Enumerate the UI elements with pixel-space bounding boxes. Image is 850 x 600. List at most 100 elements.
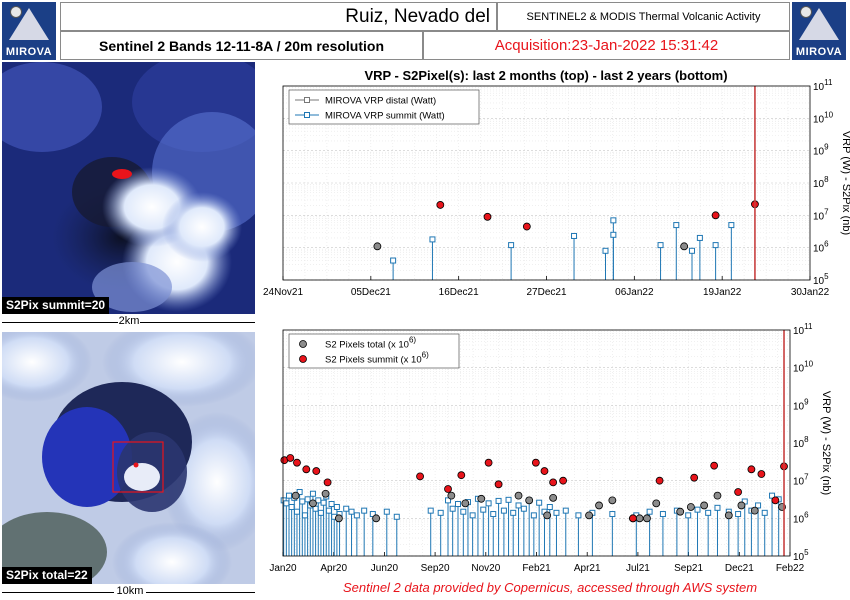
vrp-square-marker	[348, 508, 355, 515]
summit-pixel-marker	[286, 454, 295, 462]
total-pixel-marker	[676, 507, 685, 516]
total-pixel-marker	[477, 494, 486, 503]
vrp-square-marker	[673, 222, 680, 229]
vrp-square-marker	[515, 502, 522, 509]
total-pixel-marker	[686, 503, 695, 511]
vrp-square-marker	[530, 512, 537, 519]
summit-image-render	[2, 62, 255, 314]
summit-pixel-marker	[540, 467, 549, 475]
vrp-square-marker	[383, 508, 390, 515]
total-pixel-marker	[373, 242, 382, 251]
vrp-square-marker	[712, 242, 719, 249]
plume-dot-icon	[800, 6, 812, 18]
total-pixel-marker	[549, 493, 558, 502]
summit-pixel-marker	[293, 458, 301, 467]
total-pixel-marker	[334, 514, 343, 523]
satellite-image-summit: S2Pix summit=20	[2, 62, 255, 314]
vrp-square-marker	[610, 217, 617, 224]
summit-pixel-marker	[494, 480, 503, 489]
scale-bar-line	[140, 322, 255, 323]
vrp-square-marker	[694, 506, 701, 513]
summit-pixel-marker	[549, 478, 558, 487]
vrp-square-marker	[689, 247, 696, 254]
bottom-plot: 105 106 107 108 109 1010 1011 Jan20 Apr20 Jun20 Se…	[269, 322, 832, 574]
total-pixel-marker	[447, 491, 456, 500]
summit-pixel-marker	[711, 211, 720, 220]
vrp-square-marker	[427, 507, 434, 514]
y-tick-label: 108	[793, 435, 809, 450]
y-tick-label: 106	[793, 510, 809, 525]
vrp-square-marker	[609, 511, 616, 518]
y-tick-label: 1010	[813, 110, 834, 125]
vrp-square-marker	[353, 512, 360, 519]
vrp-square-marker	[728, 222, 735, 229]
x-tick-label: 05Dec21	[351, 287, 391, 298]
summit-pixel-marker	[522, 222, 531, 231]
x-tick-label: Feb21	[522, 563, 551, 574]
total-pixel-marker	[543, 511, 552, 520]
vrp-square-marker	[320, 499, 327, 506]
vrp-square-marker	[508, 242, 515, 249]
vrp-square-marker	[685, 512, 692, 519]
x-tick-label: Dec21	[725, 563, 754, 574]
activity-title: SENTINEL2 & MODIS Thermal Volcanic Activ…	[526, 10, 761, 23]
volcano-name-box: Ruiz, Nevado del	[60, 2, 497, 31]
total-pixel-marker	[713, 491, 722, 500]
y-tick-label: 108	[813, 175, 829, 190]
summit-pixel-marker	[323, 478, 332, 487]
total-pixel-marker	[514, 491, 523, 500]
total-pixel-marker	[595, 501, 603, 510]
summit-pixel-marker	[444, 485, 452, 493]
y-tick-label: 107	[813, 207, 829, 222]
summit-pixel-marker	[710, 461, 719, 470]
summit-pixel-label: S2Pix summit=20	[2, 297, 110, 314]
vrp-square-marker	[575, 512, 582, 519]
legend-label: MIROVA VRP summit (Watt)	[325, 111, 445, 122]
hotspot-marker	[112, 169, 132, 179]
total-pixel-label: S2Pix total=22	[2, 567, 92, 584]
vrp-square-marker	[520, 505, 527, 512]
vrp-square-marker	[283, 500, 290, 507]
vrp-square-marker	[505, 496, 512, 503]
vrp-square-marker	[500, 507, 507, 514]
top-plot: 105 106 107 108 109 1010 1011 24Nov21 05Dec21 16D…	[263, 78, 850, 298]
vrp-square-marker	[343, 505, 350, 512]
total-pixel-marker	[737, 501, 746, 510]
x-tick-label: Jun20	[371, 563, 399, 574]
vrp-square-marker	[735, 511, 742, 518]
vrp-square-marker	[562, 507, 569, 514]
y-tick-label: 105	[793, 548, 809, 563]
x-tick-label: 19Jan22	[703, 287, 742, 298]
total-pixel-marker	[652, 499, 661, 508]
mirova-logo-right: MIROVA	[792, 2, 846, 60]
summit-pixel-marker	[734, 488, 743, 496]
volcano-name: Ruiz, Nevado del	[345, 5, 490, 27]
plume-dot-icon	[10, 6, 22, 18]
x-tick-label: 30Jan22	[791, 287, 830, 298]
bands-text: Sentinel 2 Bands 12-11-8A / 20m resoluti…	[98, 37, 385, 54]
summit-pixel-marker	[629, 514, 637, 523]
scale-bar-line	[2, 322, 118, 323]
vrp-square-marker	[696, 234, 703, 241]
total-pixel-marker	[643, 514, 651, 523]
vrp-square-marker	[445, 497, 452, 504]
x-tick-label: Jul21	[626, 563, 650, 574]
total-pixel-marker	[608, 496, 617, 505]
vrp-square-marker	[333, 503, 340, 510]
vrp-square-marker	[361, 507, 368, 514]
vrp-square-marker	[705, 509, 712, 516]
total-pixel-marker	[700, 501, 709, 510]
vrp-square-marker	[485, 500, 492, 507]
total-pixel-marker	[291, 491, 300, 500]
vrp-square-marker	[299, 498, 306, 505]
vrp-square-marker	[761, 509, 768, 516]
legend-label: S2 Pixels summit (x 106)	[325, 351, 429, 366]
vrp-square-marker	[429, 236, 436, 243]
plot-frame	[282, 85, 811, 281]
vrp-square-marker	[495, 497, 502, 504]
summit-pixel-marker	[302, 465, 311, 474]
summit-pixel-marker	[436, 201, 445, 209]
summit-box-outline	[112, 441, 164, 493]
vrp-square-marker	[460, 508, 467, 515]
